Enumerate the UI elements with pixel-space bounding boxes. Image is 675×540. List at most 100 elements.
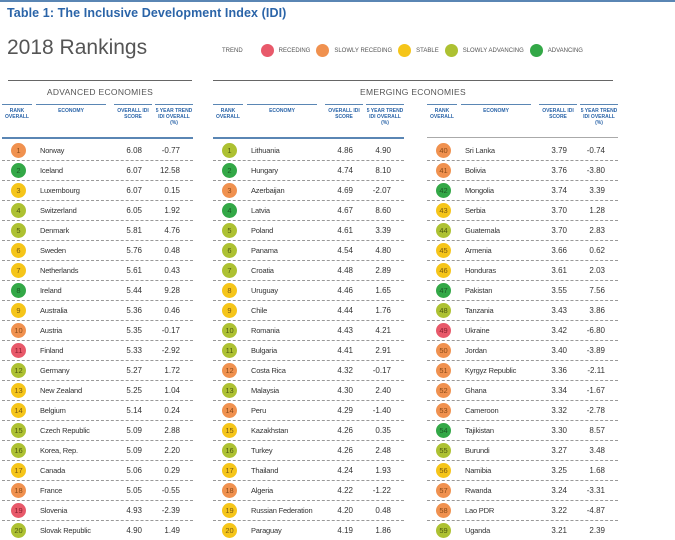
trend-value: 2.83 bbox=[589, 225, 605, 235]
economy-name: Ghana bbox=[465, 385, 487, 395]
idi-score: 5.35 bbox=[126, 325, 142, 335]
trend-value: -4.87 bbox=[586, 505, 605, 515]
table-row: 7 Croatia 4.48 2.89 bbox=[213, 260, 404, 281]
table-row: 20 Paraguay 4.19 1.86 bbox=[213, 520, 404, 540]
economy-name: Guatemala bbox=[465, 225, 500, 235]
idi-score: 5.05 bbox=[126, 485, 142, 495]
idi-score: 4.26 bbox=[337, 425, 353, 435]
idi-score: 3.30 bbox=[551, 425, 567, 435]
stable-dot-icon bbox=[398, 44, 412, 57]
rank-badge: 5 bbox=[222, 222, 237, 238]
economy-name: Denmark bbox=[40, 225, 70, 235]
trend-value: 1.72 bbox=[164, 365, 180, 375]
table-title: Table 1: The Inclusive Development Index… bbox=[7, 6, 287, 20]
legend-item-stable: STABLE bbox=[398, 44, 439, 57]
rank-badge: 49 bbox=[436, 322, 451, 338]
economy-name: Hungary bbox=[251, 165, 278, 175]
rank-badge: 41 bbox=[436, 162, 451, 178]
header-rule bbox=[427, 137, 618, 138]
trend-value: 0.43 bbox=[164, 265, 180, 275]
idi-score: 5.36 bbox=[126, 305, 142, 315]
trend-value: 1.65 bbox=[375, 285, 391, 295]
economy-name: Norway bbox=[40, 145, 65, 155]
economy-name: Burundi bbox=[465, 445, 490, 455]
table-row: 50 Jordan 3.40 -3.89 bbox=[427, 340, 618, 361]
table-row: 43 Serbia 3.70 1.28 bbox=[427, 200, 618, 221]
rank-badge: 46 bbox=[436, 262, 451, 278]
idi-score: 3.42 bbox=[551, 325, 567, 335]
table-row: 7 Netherlands 5.61 0.43 bbox=[2, 260, 193, 281]
economy-name: Austria bbox=[40, 325, 62, 335]
rank-badge: 14 bbox=[11, 402, 26, 418]
table-row: 48 Tanzania 3.43 3.86 bbox=[427, 300, 618, 321]
idi-score: 6.07 bbox=[126, 185, 142, 195]
table-row: 11 Bulgaria 4.41 2.91 bbox=[213, 340, 404, 361]
rank-badge: 40 bbox=[436, 142, 451, 158]
trend-value: -2.39 bbox=[161, 505, 180, 515]
trend-value: -3.31 bbox=[586, 485, 605, 495]
economy-name: Namibia bbox=[465, 465, 492, 475]
idi-score: 3.76 bbox=[551, 165, 567, 175]
rank-badge: 16 bbox=[11, 442, 26, 458]
economy-name: Tanzania bbox=[465, 305, 494, 315]
economy-name: Lao PDR bbox=[465, 505, 495, 515]
economy-name: Romania bbox=[251, 325, 280, 335]
score-column-header: OVERALL IDI SCORE bbox=[114, 104, 152, 120]
economy-name: Russian Federation bbox=[251, 505, 313, 515]
table-row: 3 Luxembourg 6.07 0.15 bbox=[2, 180, 193, 201]
trend-value: -2.78 bbox=[586, 405, 605, 415]
economy-name: Turkey bbox=[251, 445, 273, 455]
trend-value: 4.80 bbox=[375, 245, 391, 255]
economy-name: Paraguay bbox=[251, 525, 282, 535]
economy-name: Azerbaijan bbox=[251, 185, 285, 195]
economy-name: Lithuania bbox=[251, 145, 280, 155]
rank-badge: 43 bbox=[436, 202, 451, 218]
trend-value: -2.07 bbox=[372, 185, 391, 195]
table-row: 8 Uruguay 4.46 1.65 bbox=[213, 280, 404, 301]
trend-value: 2.20 bbox=[164, 445, 180, 455]
table-row: 57 Rwanda 3.24 -3.31 bbox=[427, 480, 618, 501]
idi-score: 4.61 bbox=[337, 225, 353, 235]
rank-badge: 52 bbox=[436, 382, 451, 398]
rank-badge: 51 bbox=[436, 362, 451, 378]
rank-badge: 47 bbox=[436, 282, 451, 298]
idi-score: 3.21 bbox=[551, 525, 567, 535]
economy-name: Armenia bbox=[465, 245, 492, 255]
table-row: 59 Uganda 3.21 2.39 bbox=[427, 520, 618, 540]
idi-score: 3.34 bbox=[551, 385, 567, 395]
legend-item-slowly-receding: SLOWLY RECEDING bbox=[316, 44, 392, 57]
trend-value: 2.03 bbox=[589, 265, 605, 275]
trend-value: 0.35 bbox=[375, 425, 391, 435]
header-rule bbox=[2, 137, 193, 139]
table-row: 3 Azerbaijan 4.69 -2.07 bbox=[213, 180, 404, 201]
rank-badge: 20 bbox=[11, 522, 26, 538]
economy-name: Jordan bbox=[465, 345, 487, 355]
idi-score: 6.07 bbox=[126, 165, 142, 175]
economy-name: Croatia bbox=[251, 265, 274, 275]
rank-badge: 7 bbox=[11, 262, 26, 278]
rank-badge: 3 bbox=[222, 182, 237, 198]
legend-item-slowly-advancing: SLOWLY ADVANCING bbox=[444, 44, 524, 57]
economy-name: Sweden bbox=[40, 245, 66, 255]
table-row: 19 Russian Federation 4.20 0.48 bbox=[213, 500, 404, 521]
rank-badge: 2 bbox=[222, 162, 237, 178]
economy-column-header: ECONOMY bbox=[36, 104, 106, 114]
economy-name: Finland bbox=[40, 345, 64, 355]
economy-name: Germany bbox=[40, 365, 70, 375]
economy-name: Uganda bbox=[465, 525, 491, 535]
economy-name: Algeria bbox=[251, 485, 273, 495]
table-row: 9 Australia 5.36 0.46 bbox=[2, 300, 193, 321]
trend-value: -3.80 bbox=[586, 165, 605, 175]
economy-name: Czech Republic bbox=[40, 425, 90, 435]
economy-name: Tajikistan bbox=[465, 425, 494, 435]
rank-badge: 57 bbox=[436, 482, 451, 498]
rank-badge: 6 bbox=[11, 242, 26, 258]
rank-badge: 16 bbox=[222, 442, 237, 458]
trend-value: 2.88 bbox=[164, 425, 180, 435]
table-row: 13 Malaysia 4.30 2.40 bbox=[213, 380, 404, 401]
idi-score: 3.43 bbox=[551, 305, 567, 315]
table-row: 41 Bolivia 3.76 -3.80 bbox=[427, 160, 618, 181]
rank-badge: 3 bbox=[11, 182, 26, 198]
rank-badge: 48 bbox=[436, 302, 451, 318]
economy-name: Netherlands bbox=[40, 265, 79, 275]
